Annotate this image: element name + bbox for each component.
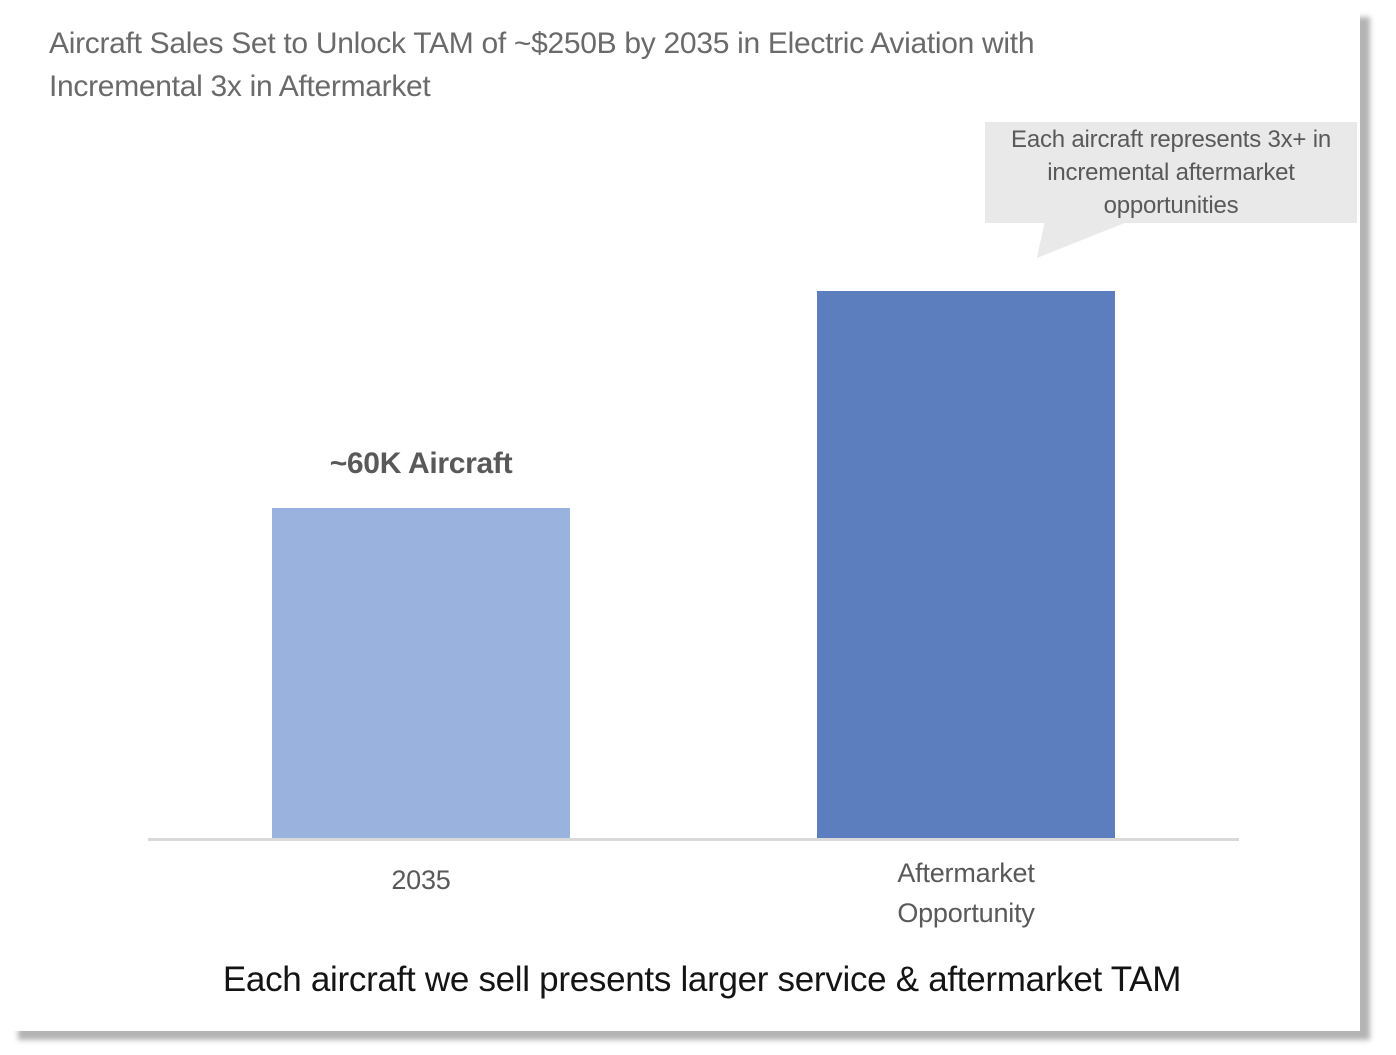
slide-title: Aircraft Sales Set to Unlock TAM of ~$25… [49,22,1035,108]
footer-statement: Each aircraft we sell presents larger se… [222,960,1182,999]
callout-text: Each aircraft represents 3x+ in incremen… [1011,126,1331,219]
slide: Aircraft Sales Set to Unlock TAM of ~$25… [49,22,1357,999]
slide-title-line2: Incremental 3x in Aftermarket [49,70,431,103]
callout-tail [1036,222,1128,258]
bar-2035 [272,508,570,839]
bar-data-label-60k-aircraft: ~60K Aircraft [329,447,513,480]
category-label-2035: 2035 [391,865,451,895]
category-label-aftermarket-opportunity: Aftermarket Opportunity [897,858,1035,928]
x-axis-baseline [148,838,1239,841]
bar-aftermarket-opportunity [817,291,1115,839]
slide-title-line1: Aircraft Sales Set to Unlock TAM of ~$25… [49,27,1035,60]
callout-bubble: Each aircraft represents 3x+ in incremen… [985,122,1357,223]
